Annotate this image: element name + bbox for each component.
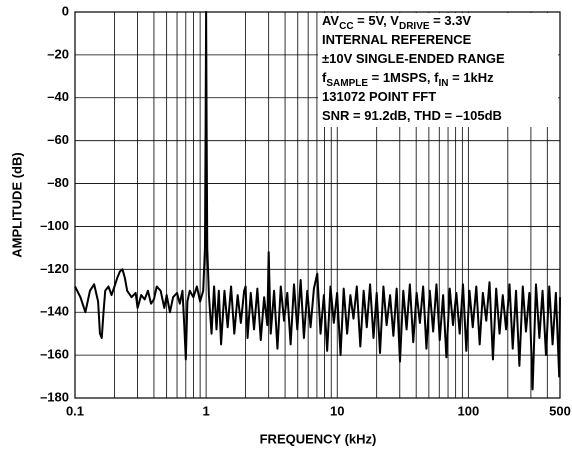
- annotation-line: INTERNAL REFERENCE: [322, 32, 472, 47]
- annotation-text: = 1kHz: [448, 70, 494, 85]
- annotation-subscript: IN: [438, 78, 448, 89]
- y-tick-label: –60: [47, 132, 69, 147]
- x-tick-label: 10: [330, 403, 344, 418]
- annotation-text: AV: [322, 13, 339, 28]
- y-tick-label: –80: [47, 175, 69, 190]
- y-tick-label: –120: [40, 261, 69, 276]
- annotation-background: [318, 13, 558, 127]
- annotation-text: INTERNAL REFERENCE: [322, 32, 472, 47]
- y-tick-label: –40: [47, 89, 69, 104]
- annotation-text: 131072 POINT FFT: [322, 89, 436, 104]
- plot-frame: [74, 11, 561, 399]
- y-axis-label: AMPLITUDE (dB): [9, 152, 24, 257]
- annotation-text: ±10V SINGLE-ENDED RANGE: [322, 51, 505, 66]
- y-tick-label: –100: [40, 218, 69, 233]
- annotation-subscript: SAMPLE: [326, 78, 368, 89]
- y-tick-label: –180: [40, 389, 69, 404]
- y-tick-label: –160: [40, 347, 69, 362]
- x-tick-label: 1: [203, 403, 210, 418]
- y-tick-label: –140: [40, 304, 69, 319]
- annotation-text: = 1MSPS, f: [368, 70, 439, 85]
- spectrum-line: [74, 11, 561, 391]
- annotation-line: AVCC = 5V, VDRIVE = 3.3V: [322, 13, 471, 31]
- annotation-text: SNR = 91.2dB, THD = –105dB: [322, 108, 502, 123]
- x-axis-label: FREQUENCY (kHz): [260, 431, 377, 446]
- annotation-line: 131072 POINT FFT: [322, 89, 436, 104]
- annotation-line: SNR = 91.2dB, THD = –105dB: [322, 108, 502, 123]
- annotation-subscript: DRIVE: [399, 21, 430, 32]
- annotation-line: fSAMPLE = 1MSPS, fIN = 1kHz: [322, 70, 494, 88]
- x-tick-label: 0.1: [66, 403, 84, 418]
- annotation-text: = 3.3V: [430, 13, 472, 28]
- annotation-text: f: [322, 70, 327, 85]
- annotation-subscript: CC: [339, 21, 353, 32]
- x-tick-label: 500: [549, 403, 571, 418]
- x-tick-label: 100: [458, 403, 480, 418]
- y-tick-label: 0: [62, 3, 69, 18]
- y-tick-label: –20: [47, 46, 69, 61]
- annotation-text: = 5V, V: [354, 13, 400, 28]
- annotation-line: ±10V SINGLE-ENDED RANGE: [322, 51, 505, 66]
